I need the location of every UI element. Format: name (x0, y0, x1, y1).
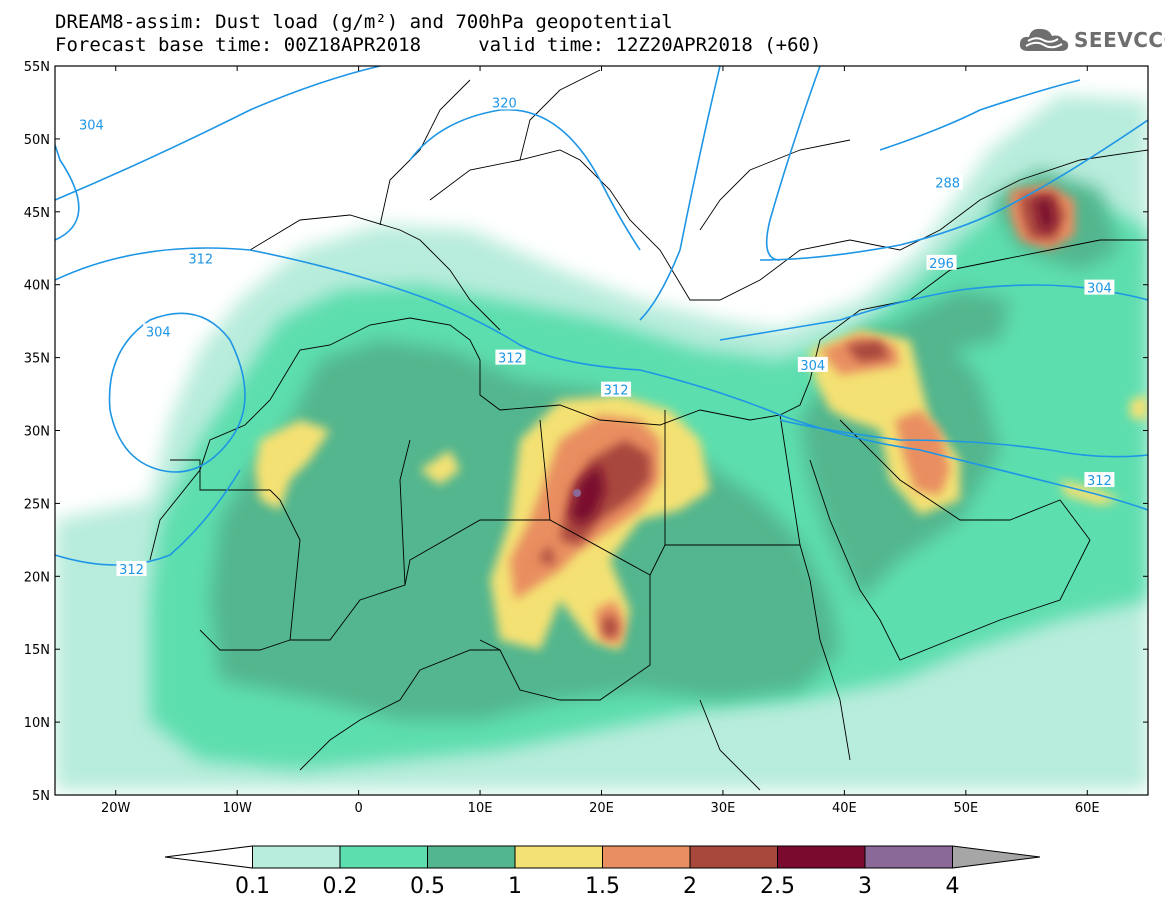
colorbar-label: 1.5 (585, 874, 620, 899)
svg-text:312: 312 (188, 252, 213, 267)
svg-text:312: 312 (604, 384, 629, 399)
lat-tick-label: 30N (24, 425, 50, 440)
lat-tick-label: 50N (24, 133, 50, 148)
borders (149, 69, 1148, 791)
colorbar-segment (514, 845, 603, 869)
svg-text:304: 304 (1087, 282, 1112, 297)
colorbar-segment (689, 845, 778, 869)
colorbar-label: 2.5 (760, 874, 795, 899)
lon-tick-label: 10W (222, 801, 252, 816)
colorbar-segment (864, 845, 953, 869)
svg-text:312: 312 (1087, 474, 1112, 489)
geopotential-contours (55, 66, 1148, 566)
lon-tick-label: 60E (1075, 801, 1100, 816)
lat-tick-label: 20N (24, 570, 50, 585)
lat-tick-label: 15N (24, 643, 50, 658)
contour-label: 304 (1084, 279, 1115, 297)
svg-text:312: 312 (119, 563, 144, 578)
lon-tick-label: 20E (589, 801, 614, 816)
cloud-icon (1019, 28, 1069, 51)
contour-label: 312 (185, 250, 216, 267)
lat-tick-label: 55N (24, 60, 50, 75)
logo-text: SEEVCCC (1074, 28, 1165, 52)
lon-tick-label: 30E (711, 801, 736, 816)
colorbar-label: 0.1 (235, 874, 270, 899)
svg-text:320: 320 (492, 96, 517, 111)
colorbar-segment (602, 845, 691, 869)
svg-text:288: 288 (935, 177, 960, 192)
colorbar-label: 4 (946, 874, 960, 899)
contour-label: 288 (932, 174, 963, 192)
lon-tick-label: 40E (832, 801, 857, 816)
latitude-axis: 55N 50N 45N 40N 35N 30N 25N 20N 15N 10N 5N (24, 60, 1148, 804)
svg-text:296: 296 (929, 257, 954, 272)
forecast-times: Forecast base time: 00Z18APR2018 valid t… (55, 34, 822, 56)
contour-label: 296 (926, 254, 957, 272)
colorbar-segment (777, 845, 866, 869)
colorbar: 0.1 0.2 0.5 1 1.5 2 2.5 3 4 (164, 845, 1041, 899)
map-title: DREAM8-assim: Dust load (g/m²) and 700hP… (55, 11, 673, 33)
svg-text:312: 312 (498, 352, 523, 367)
contour-label: 312 (495, 349, 526, 367)
colorbar-label: 3 (858, 874, 872, 899)
contour-label: 312 (116, 561, 147, 578)
contour-label: 304 (143, 323, 174, 340)
contour-label: 320 (489, 94, 520, 111)
colorbar-label: 0.5 (410, 874, 445, 899)
seevccc-logo: SEEVCCC (1018, 24, 1165, 56)
colorbar-high-extend (952, 845, 1041, 869)
contour-label: 304 (76, 116, 107, 133)
colorbar-label: 0.2 (323, 874, 358, 899)
lat-tick-label: 25N (24, 497, 50, 512)
colorbar-segment (252, 845, 341, 869)
colorbar-segment (339, 845, 428, 869)
lon-tick-label: 10E (468, 801, 493, 816)
lat-tick-label: 10N (24, 716, 50, 731)
lat-tick-label: 40N (24, 279, 50, 294)
lat-tick-label: 5N (32, 789, 50, 804)
svg-text:304: 304 (79, 118, 104, 133)
svg-text:304: 304 (146, 325, 171, 340)
colorbar-label: 1 (508, 874, 522, 899)
colorbar-segment (427, 845, 516, 869)
lon-tick-label: 20W (101, 801, 131, 816)
lon-tick-label: 50E (953, 801, 978, 816)
colorbar-low-extend (164, 845, 253, 869)
lat-tick-label: 35N (24, 352, 50, 367)
contour-label: 312 (601, 381, 632, 399)
svg-text:304: 304 (800, 359, 825, 374)
lat-tick-label: 45N (24, 206, 50, 221)
contour-label: 304 (797, 356, 828, 374)
longitude-axis: 20W 10W 0 10E 20E 30E 40E 50E 60E (101, 66, 1100, 816)
lon-tick-label: 0 (354, 801, 362, 816)
contour-labels: 304 320 288 312 296 304 304 312 312 304 312 312 (76, 94, 1115, 578)
contour-label: 312 (1084, 472, 1115, 489)
colorbar-label: 2 (683, 874, 697, 899)
